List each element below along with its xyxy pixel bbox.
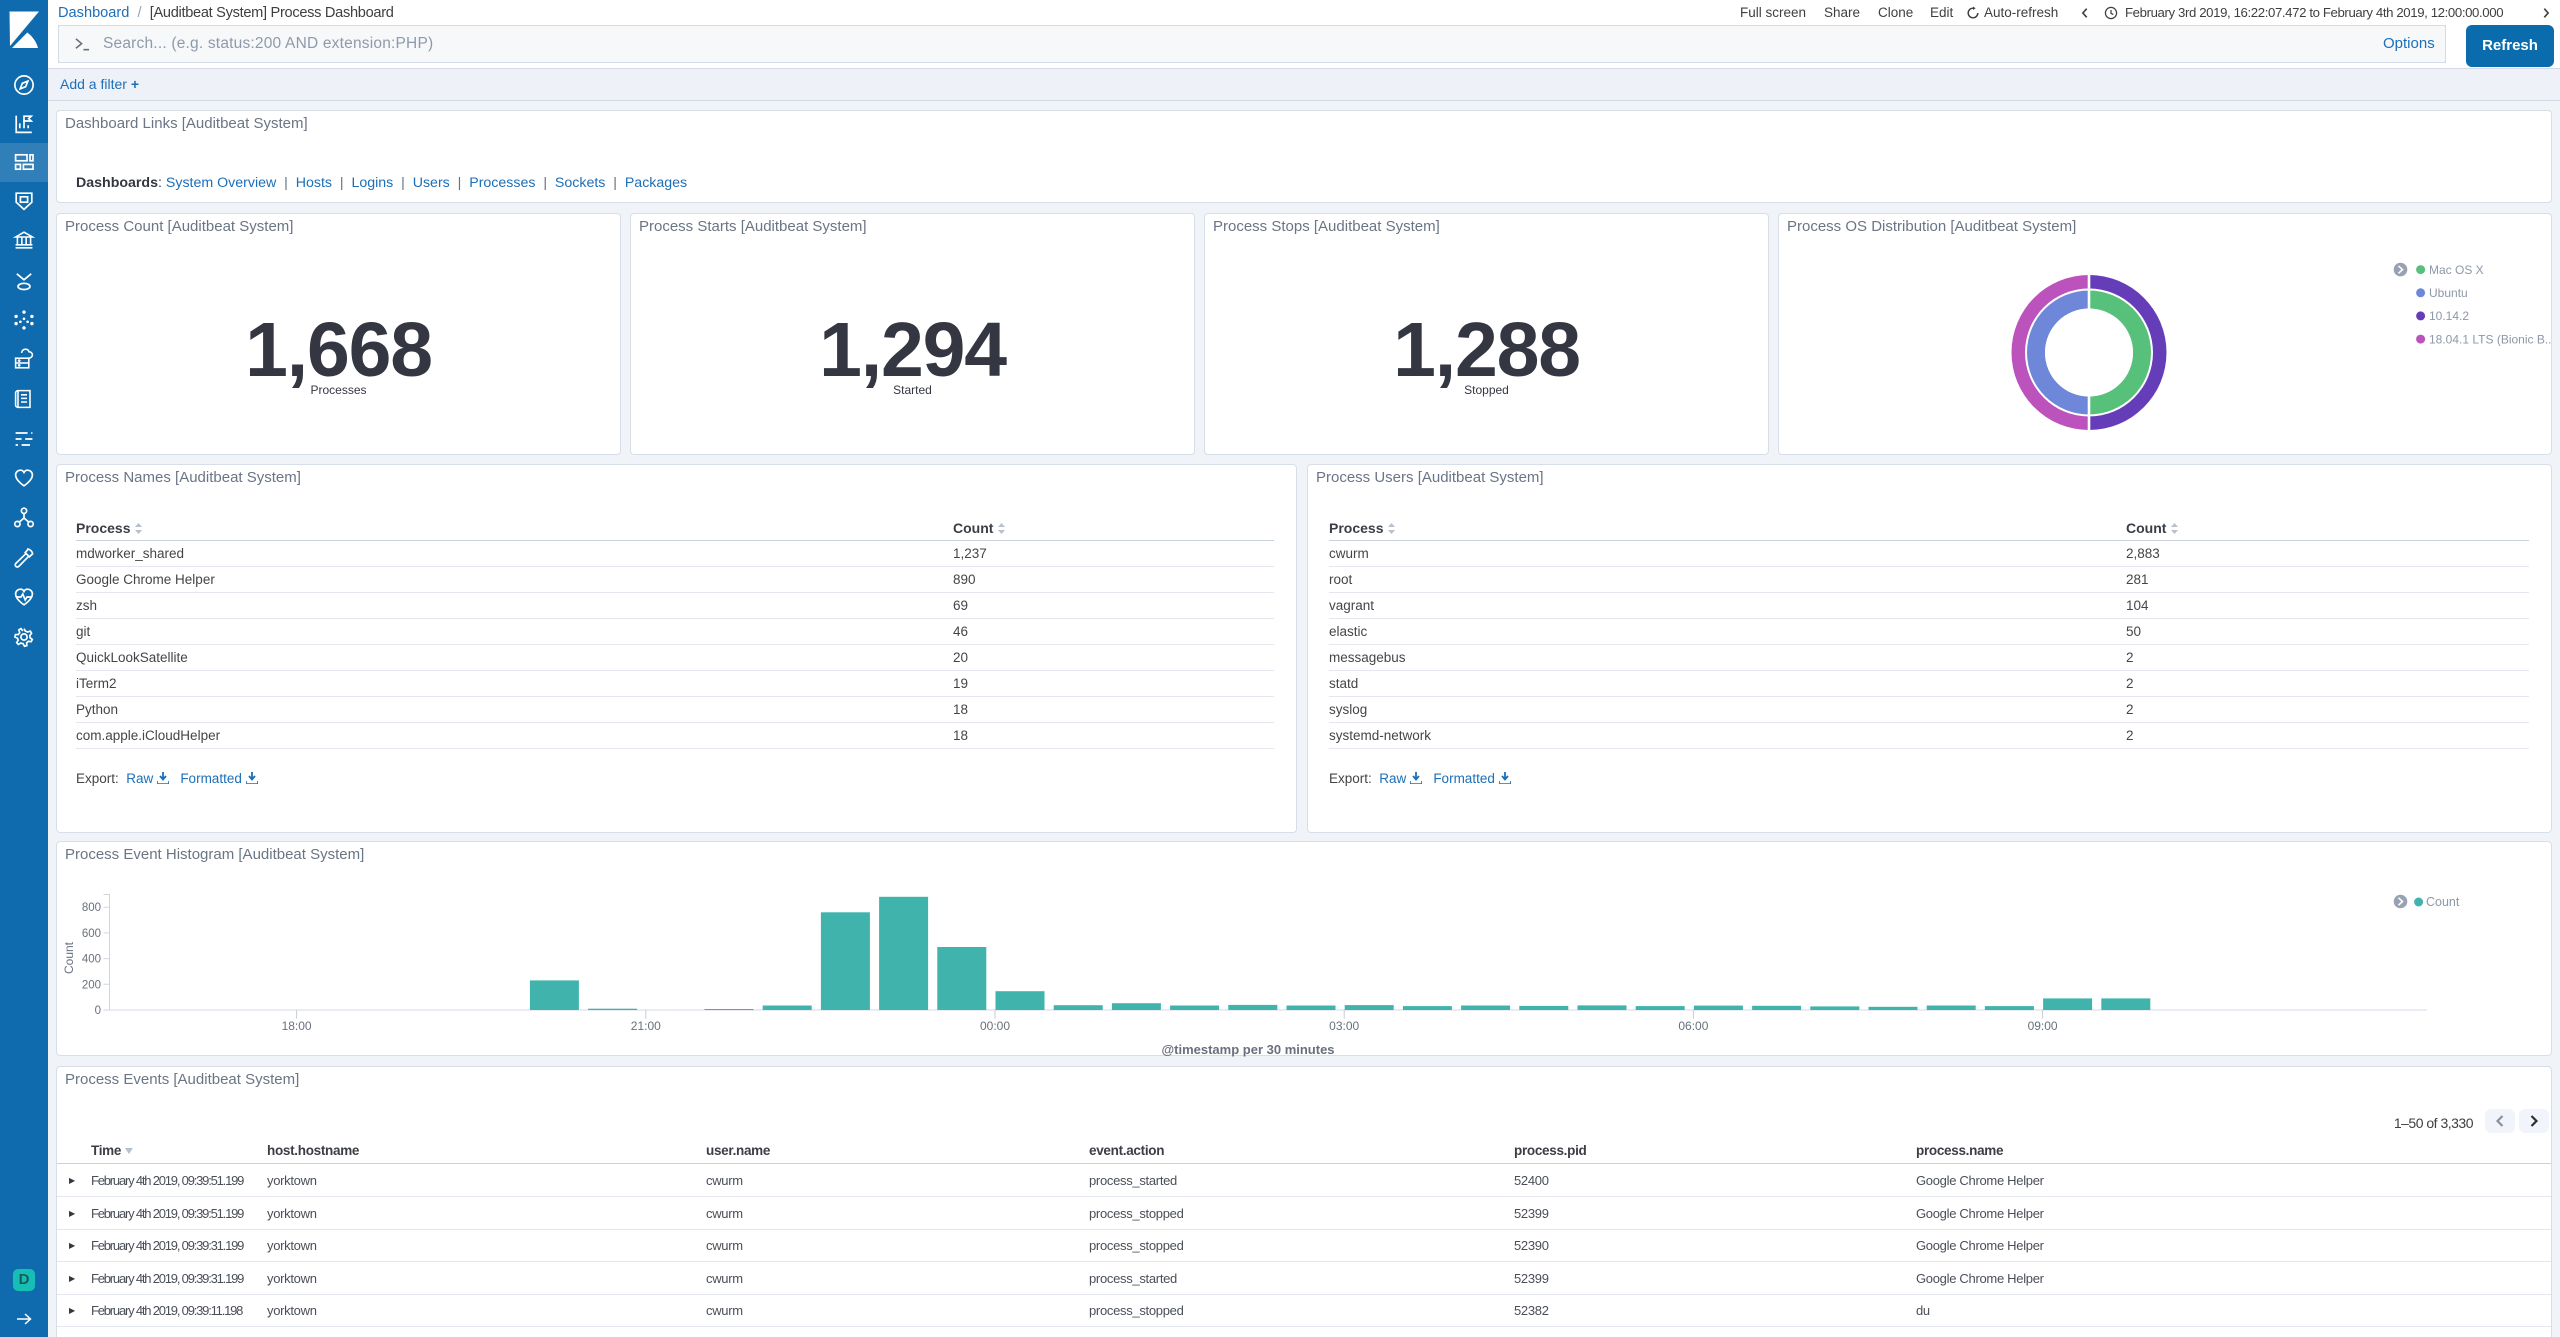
svg-text:@timestamp per 30 minutes: @timestamp per 30 minutes <box>1161 1042 1334 1057</box>
svg-text:03:00: 03:00 <box>1329 1019 1359 1033</box>
svg-text:18:00: 18:00 <box>282 1019 312 1033</box>
svg-text:Count: Count <box>2426 895 2460 909</box>
svg-text:Mac OS X: Mac OS X <box>2429 263 2484 277</box>
svg-text:00:00: 00:00 <box>980 1019 1010 1033</box>
svg-text:18.04.1 LTS (Bionic B...: 18.04.1 LTS (Bionic B... <box>2429 332 2551 346</box>
svg-text:10.14.2: 10.14.2 <box>2429 309 2469 323</box>
svg-text:21:00: 21:00 <box>631 1019 661 1033</box>
svg-text:0: 0 <box>95 1005 101 1017</box>
svg-text:200: 200 <box>82 979 101 991</box>
svg-text:Ubuntu: Ubuntu <box>2429 286 2468 300</box>
svg-text:Count: Count <box>62 941 76 974</box>
svg-text:400: 400 <box>82 954 101 966</box>
svg-text:600: 600 <box>82 928 101 940</box>
svg-text:800: 800 <box>82 902 101 914</box>
svg-text:09:00: 09:00 <box>2028 1019 2058 1033</box>
svg-text:06:00: 06:00 <box>1678 1019 1708 1033</box>
